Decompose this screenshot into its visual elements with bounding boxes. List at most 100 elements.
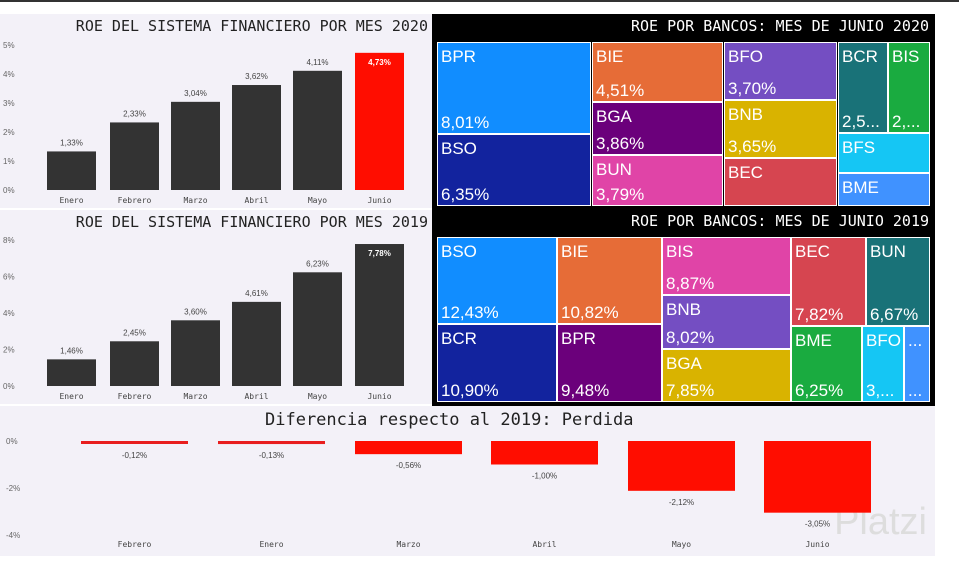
data-label: 2,33% — [123, 109, 146, 118]
treemap-cell-BIE[interactable]: BIE 10,82% — [557, 237, 662, 324]
treemap-cell-BCR[interactable]: BCR 10,90% — [437, 324, 557, 402]
data-label: -0,56% — [396, 461, 421, 470]
bar — [81, 441, 188, 444]
treemap-cell-BPR[interactable]: BPR 9,48% — [557, 324, 662, 402]
cell-value: 3,79% — [596, 185, 645, 204]
bar — [171, 101, 220, 190]
treemap-cell-BIS[interactable]: BIS 8,87% — [662, 237, 791, 295]
cell-name: BUN — [596, 160, 632, 179]
bar — [232, 301, 281, 386]
cell-value: 8,01% — [441, 113, 490, 132]
treemap-cell-BGA[interactable]: BGA 3,86% — [592, 102, 723, 155]
bar — [232, 85, 281, 190]
data-label: -3,05% — [805, 520, 830, 529]
data-label: 4,61% — [245, 289, 268, 298]
cell-value: 6,35% — [441, 185, 490, 204]
category-label: Febrero — [118, 196, 152, 205]
y-tick-label: 6% — [3, 273, 15, 282]
cell-value: 2,... — [892, 112, 921, 131]
cell-value: 6,25% — [795, 381, 844, 400]
bar — [628, 441, 735, 491]
cell-value: 7,85% — [666, 381, 715, 400]
roe-2019-title: ROE DEL SISTEMA FINANCIERO POR MES 2019 — [75, 213, 428, 231]
cell-name: BME — [795, 331, 832, 350]
treemap-cell-BSO[interactable]: BSO 12,43% — [437, 237, 557, 324]
data-label: 1,46% — [60, 346, 83, 355]
data-label: 4,11% — [306, 58, 328, 67]
treemap-cell-BME[interactable]: BME — [838, 173, 930, 206]
cell-value: 10,90% — [441, 381, 499, 400]
cell-value: ... — [908, 381, 923, 400]
bar — [47, 359, 96, 386]
category-label: Abril — [532, 540, 556, 549]
treemap-cell-BPR[interactable]: BPR 8,01% — [437, 42, 591, 134]
cell-name: BIS — [892, 47, 920, 66]
data-label: -0,12% — [122, 451, 147, 460]
difference-title: Diferencia respecto al 2019: Perdida — [265, 410, 634, 430]
treemap-cell-BGA[interactable]: BGA 7,85% — [662, 349, 791, 402]
treemap-cell-BIS[interactable]: BIS 2,... — [888, 42, 930, 133]
bar — [293, 272, 342, 386]
treemap-cell-BFO[interactable]: BFO 3,... — [862, 326, 904, 402]
treemap-cell-BEC[interactable]: BEC — [724, 158, 837, 206]
bar — [47, 151, 96, 190]
category-label: Mayo — [672, 540, 691, 549]
treemap-cell-BME[interactable]: BME 6,25% — [791, 326, 862, 402]
treemap-cell-BUN[interactable]: BUN 6,67% — [866, 237, 930, 326]
y-tick-label: 2% — [3, 346, 15, 355]
cell-value: 3,... — [866, 381, 895, 400]
cell-value: 4,51% — [596, 81, 645, 100]
category-label: Junio — [367, 196, 391, 205]
data-label: 3,04% — [184, 89, 207, 98]
y-tick-label: 2% — [3, 128, 15, 137]
bar — [293, 70, 342, 190]
treemap-cell-BFO[interactable]: BFO 3,70% — [724, 42, 837, 100]
treemap-cell-BEC[interactable]: BEC 7,82% — [791, 237, 866, 326]
cell-name: BIS — [666, 242, 694, 261]
cell-name: BNB — [728, 105, 763, 124]
y-tick-label: 3% — [3, 99, 15, 108]
bar — [355, 52, 404, 190]
cell-name: BSO — [441, 139, 477, 158]
y-tick-label: -2% — [6, 484, 20, 493]
cell-value: 7,82% — [795, 305, 844, 324]
treemap-2020-title: ROE POR BANCOS: MES DE JUNIO 2020 — [630, 17, 929, 35]
cell-name: BPR — [561, 329, 596, 348]
data-label: -1,00% — [532, 472, 557, 481]
data-label: 7,78% — [368, 249, 391, 258]
y-tick-label: 4% — [3, 309, 15, 318]
treemap-cell-BCR[interactable]: BCR 2,5... — [838, 42, 888, 133]
treemap-2020: ROE POR BANCOS: MES DE JUNIO 2020 BPR 8,0… — [432, 14, 935, 209]
category-label: Abril — [244, 196, 268, 205]
cell-name: BIE — [596, 47, 624, 66]
category-label: Junio — [805, 540, 829, 549]
y-tick-label: 8% — [3, 236, 15, 245]
treemap-cell-BFS[interactable]: BFS — [838, 133, 930, 173]
category-label: Junio — [367, 392, 391, 401]
cell-value: 6,67% — [870, 305, 919, 324]
treemap-cell-BNB[interactable]: BNB 8,02% — [662, 295, 791, 349]
cell-value: 9,48% — [561, 381, 610, 400]
category-label: Enero — [59, 196, 83, 205]
treemap-cell-BNB[interactable]: BNB 3,65% — [724, 100, 837, 158]
cell-value: 10,82% — [561, 303, 619, 322]
cell-value: 8,02% — [666, 328, 715, 347]
data-label: 4,73% — [368, 58, 391, 67]
category-label: Marzo — [396, 540, 420, 549]
y-tick-label: -4% — [6, 531, 20, 540]
cell-name: BGA — [596, 107, 632, 126]
cell-name: BEC — [795, 242, 830, 261]
treemap-cell-[interactable]: ...... — [904, 326, 930, 402]
treemap-cell-BSO[interactable]: BSO 6,35% — [437, 134, 591, 206]
cell-name: BME — [842, 178, 879, 197]
data-label: 3,60% — [184, 307, 207, 316]
treemap-cell-BIE[interactable]: BIE 4,51% — [592, 42, 723, 102]
category-label: Febrero — [118, 540, 152, 549]
y-tick-label: 5% — [3, 41, 15, 50]
treemap-cell-BUN[interactable]: BUN 3,79% — [592, 155, 723, 206]
bar — [491, 441, 598, 465]
data-label: 2,45% — [123, 328, 146, 337]
cell-value: 12,43% — [441, 303, 499, 322]
bar — [355, 441, 462, 455]
